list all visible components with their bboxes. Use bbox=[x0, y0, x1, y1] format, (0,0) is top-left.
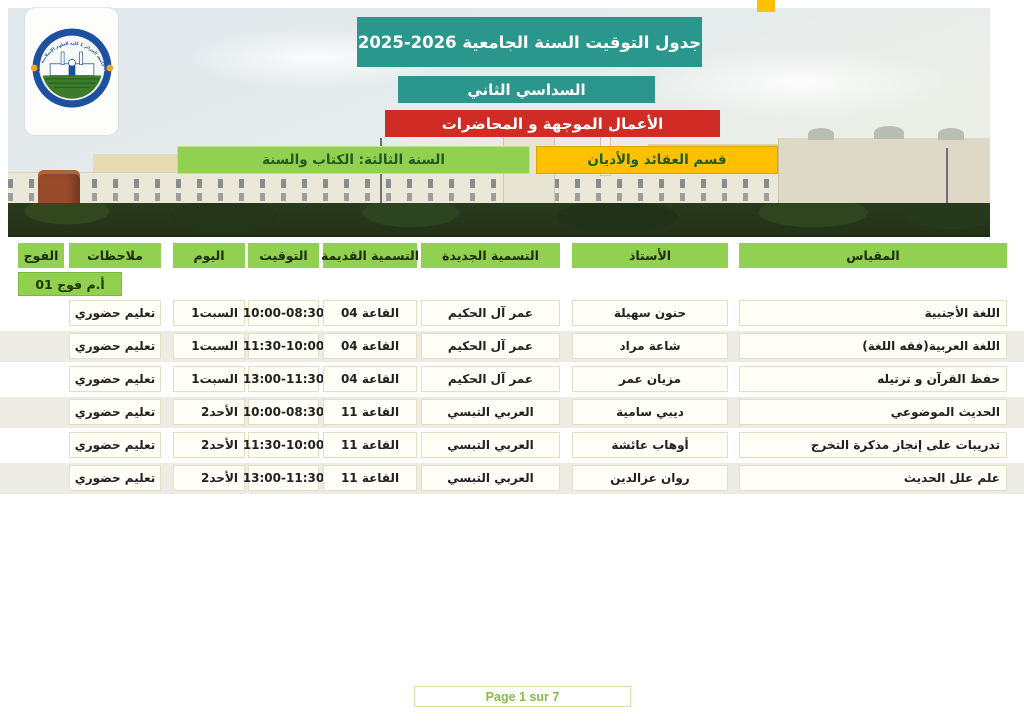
table-row: تعليم حضوري السبت1 11:30-10:00 القاعة 04… bbox=[0, 331, 1024, 362]
cell-professor: روان عزالدين bbox=[572, 465, 728, 491]
trees bbox=[8, 203, 990, 237]
cell-professor: مزيان عمر bbox=[572, 366, 728, 392]
year-level-banner: السنة الثالثة: الكتاب والسنة bbox=[177, 146, 530, 174]
cell-note: تعليم حضوري bbox=[69, 465, 161, 491]
dome bbox=[938, 128, 964, 140]
col-header-old-name: التسمية القديمة bbox=[321, 243, 419, 268]
light-pole bbox=[946, 148, 948, 208]
table-row: تعليم حضوري الأحد2 11:30-10:00 القاعة 11… bbox=[0, 430, 1024, 461]
cell-note: تعليم حضوري bbox=[69, 333, 161, 359]
cell-old-name: القاعة 04 bbox=[323, 366, 417, 392]
col-header-time: التوقيت bbox=[248, 243, 319, 268]
cell-new-name: عمر آل الحكيم bbox=[421, 333, 560, 359]
cell-day: الأحد2 bbox=[173, 465, 245, 491]
cell-module: اللغة الأجنبية bbox=[739, 300, 1007, 326]
cell-old-name: القاعة 04 bbox=[323, 333, 417, 359]
cell-time: 13:00-11:30 bbox=[243, 366, 324, 392]
cell-note: تعليم حضوري bbox=[69, 300, 161, 326]
col-header-group: الفوج bbox=[18, 243, 64, 268]
cell-day: السبت1 bbox=[173, 333, 245, 359]
semester-banner: السداسي الثاني bbox=[398, 76, 655, 103]
department-banner: قسم العقائد والأديان bbox=[536, 146, 778, 174]
cell-new-name: العربي التبسي bbox=[421, 399, 560, 425]
cell-day: السبت1 bbox=[173, 300, 245, 326]
university-logo: ALGIERS UNIVERSITY 1 FACULTY OF ISLAMIC … bbox=[25, 8, 118, 135]
cell-old-name: القاعة 11 bbox=[323, 465, 417, 491]
cell-note: تعليم حضوري bbox=[69, 432, 161, 458]
cell-old-name: القاعة 04 bbox=[323, 300, 417, 326]
page-indicator: Page 1 sur 7 bbox=[414, 686, 631, 707]
cell-module: الحديث الموضوعي bbox=[739, 399, 1007, 425]
cell-time: 13:00-11:30 bbox=[243, 465, 324, 491]
cell-old-name: القاعة 11 bbox=[323, 432, 417, 458]
cell-time: 11:30-10:00 bbox=[243, 432, 324, 458]
table-row: تعليم حضوري الأحد2 13:00-11:30 القاعة 11… bbox=[0, 463, 1024, 494]
dome bbox=[808, 128, 834, 140]
table-header-row: الفوج ملاحظات اليوم التوقيت التسمية القد… bbox=[0, 243, 1024, 268]
cell-note: تعليم حضوري bbox=[69, 399, 161, 425]
title-banner: جدول التوقيت السنة الجامعية 2026-2025 bbox=[357, 17, 702, 67]
cell-professor: ديبي سامية bbox=[572, 399, 728, 425]
table-row: تعليم حضوري الأحد2 10:00-08:30 القاعة 11… bbox=[0, 397, 1024, 428]
dome bbox=[874, 126, 904, 139]
cell-time: 10:00-08:30 bbox=[243, 300, 324, 326]
col-header-new-name: التسمية الجديدة bbox=[421, 243, 560, 268]
table-row: تعليم حضوري السبت1 10:00-08:30 القاعة 04… bbox=[0, 298, 1024, 329]
cell-new-name: العربي التبسي bbox=[421, 465, 560, 491]
right-building bbox=[778, 138, 990, 204]
page-edge-fragment bbox=[757, 0, 775, 12]
cell-day: الأحد2 bbox=[173, 432, 245, 458]
cell-professor: حنون سهيلة bbox=[572, 300, 728, 326]
cell-time: 11:30-10:00 bbox=[243, 333, 324, 359]
session-type-banner: الأعمال الموجهة و المحاضرات bbox=[385, 110, 720, 137]
table-row: تعليم حضوري السبت1 13:00-11:30 القاعة 04… bbox=[0, 364, 1024, 395]
cell-note: تعليم حضوري bbox=[69, 366, 161, 392]
cell-module: علم علل الحديث bbox=[739, 465, 1007, 491]
light-pole bbox=[380, 138, 382, 210]
group-badge: أ.م فوج 01 bbox=[18, 272, 122, 296]
cell-professor: أوهاب عائشة bbox=[572, 432, 728, 458]
cell-module: اللغة العربية(فقه اللغة) bbox=[739, 333, 1007, 359]
col-header-day: اليوم bbox=[173, 243, 245, 268]
cell-new-name: العربي التبسي bbox=[421, 432, 560, 458]
cell-professor: شاعة مراد bbox=[572, 333, 728, 359]
cell-time: 10:00-08:30 bbox=[243, 399, 324, 425]
cell-module: حفظ القرآن و ترتيله bbox=[739, 366, 1007, 392]
col-header-notes: ملاحظات bbox=[69, 243, 161, 268]
cell-day: السبت1 bbox=[173, 366, 245, 392]
cell-new-name: عمر آل الحكيم bbox=[421, 366, 560, 392]
university-seal-graphic: ALGIERS UNIVERSITY 1 FACULTY OF ISLAMIC … bbox=[30, 26, 113, 108]
col-header-module: المقياس bbox=[739, 243, 1007, 268]
cell-old-name: القاعة 11 bbox=[323, 399, 417, 425]
cell-day: الأحد2 bbox=[173, 399, 245, 425]
cell-new-name: عمر آل الحكيم bbox=[421, 300, 560, 326]
cell-module: تدريبات على إنجاز مذكرة التخرج bbox=[739, 432, 1007, 458]
col-header-professor: الأستاذ bbox=[572, 243, 728, 268]
